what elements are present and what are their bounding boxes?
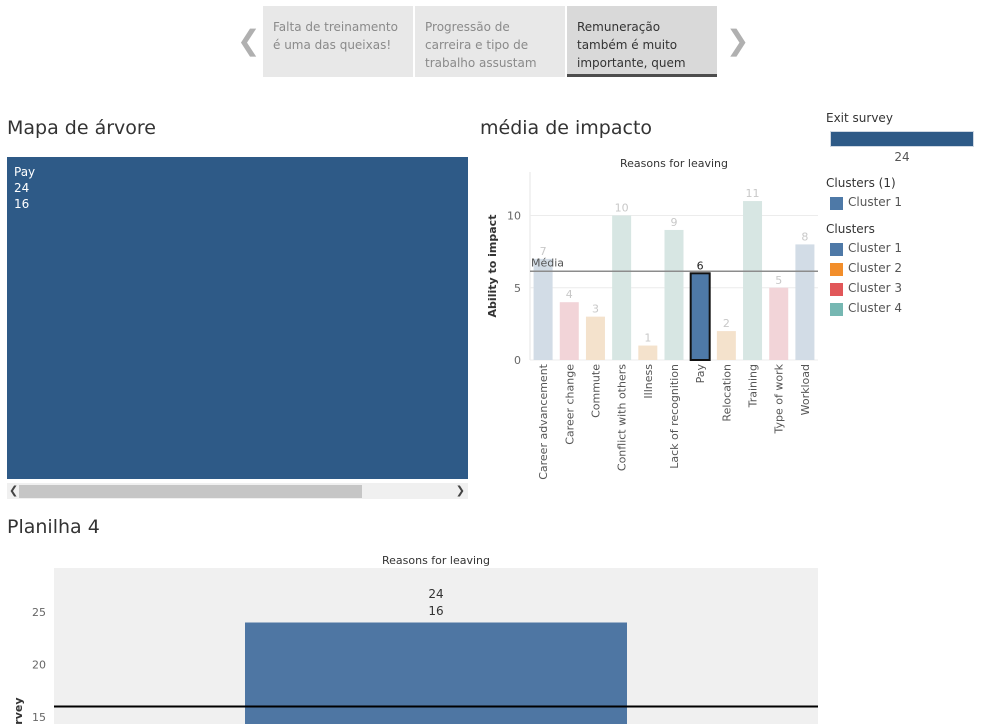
legend-swatch (830, 303, 843, 316)
legend-exit-survey-value: 24 (894, 150, 910, 164)
legend-clusters-title: Clusters (826, 222, 875, 236)
impact-bar-value-label: 7 (540, 245, 547, 258)
impact-x-tick-label: Pay (694, 364, 707, 384)
sheet4-y-tick-label: 20 (32, 659, 46, 672)
treemap-sheet-title: Mapa de árvore (7, 117, 156, 139)
legend-clusters1-title: Clusters (1) (826, 176, 896, 190)
legend-swatch (830, 197, 843, 210)
impact-x-tick-label: Lack of recognition (668, 364, 681, 469)
story-point-1[interactable]: Falta de treinamento é uma das queixas! (263, 6, 413, 77)
impact-bar-value-label: 4 (566, 288, 573, 301)
legend-exit-survey-title: Exit survey (826, 111, 893, 125)
legend-swatch (830, 283, 843, 296)
scroll-thumb[interactable] (19, 485, 362, 498)
impact-x-tick-label: Relocation (720, 364, 733, 422)
impact-bar-value-label: 10 (615, 202, 629, 215)
impact-bar[interactable] (689, 272, 711, 361)
treemap-label-category: Pay (14, 165, 36, 179)
sheet4-chart-title: Reasons for leaving (382, 554, 490, 567)
scroll-right-arrow[interactable]: ❯ (455, 484, 465, 497)
impact-x-tick-label: Career advancement (537, 363, 550, 479)
impact-bar-value-label: 6 (697, 259, 704, 272)
treemap-pay-tile[interactable]: Pay 24 16 (7, 157, 468, 479)
impact-x-tick-label: Commute (589, 364, 602, 418)
impact-x-tick-label: Workload (799, 364, 812, 415)
impact-y-tick-label: 10 (507, 210, 521, 223)
impact-x-tick-label: Conflict with others (616, 364, 629, 471)
story-prev-arrow[interactable]: ❮ (237, 24, 261, 57)
sheet4-y-tick-label: 25 (32, 606, 46, 619)
treemap-scrollbar[interactable]: ❮ ❯ (7, 483, 468, 499)
impact-sheet-title: média de impacto (480, 117, 653, 139)
legend-item-label: Cluster 2 (848, 261, 903, 275)
impact-bar-value-label: 8 (801, 230, 808, 243)
impact-y-axis-label: Ability to impact (486, 215, 499, 318)
impact-bar-value-label: 5 (775, 274, 782, 287)
legend-swatch (830, 263, 843, 276)
impact-y-tick-label: 0 (514, 354, 521, 367)
impact-bar[interactable] (664, 229, 684, 360)
impact-reference-label: Média (531, 256, 564, 269)
legend-item-label: Cluster 1 (848, 195, 903, 209)
impact-bar[interactable] (612, 215, 632, 361)
sheet4-bar-value-label: 16 (428, 604, 443, 618)
sheet4-y-axis-label: urvey (12, 697, 25, 724)
impact-bar[interactable] (716, 331, 736, 360)
impact-x-tick-label: Illness (642, 364, 655, 399)
legend-swatch (830, 243, 843, 256)
impact-bar[interactable] (638, 345, 658, 360)
impact-bar[interactable] (769, 287, 789, 360)
impact-bar-chart: Reasons for leaving Ability to impact 0 5… (486, 157, 818, 480)
legend-item-label: Cluster 1 (848, 241, 903, 255)
story-point-2-text: Progressão de carreira e tipo de trabalh… (425, 20, 537, 77)
impact-y-tick-label: 5 (514, 282, 521, 295)
impact-bar-value-label: 11 (746, 187, 760, 200)
legend-exit-survey-bar (830, 131, 974, 147)
sheet4-bar[interactable] (245, 622, 627, 724)
scroll-left-arrow[interactable]: ❮ (9, 484, 19, 497)
legend-item-label: Cluster 4 (848, 301, 903, 315)
story-point-2[interactable]: Progressão de carreira e tipo de trabalh… (415, 6, 565, 77)
impact-bar[interactable] (795, 244, 815, 360)
impact-bar-value-label: 2 (723, 317, 730, 330)
impact-x-tick-label: Career change (563, 364, 576, 445)
legend-item-label: Cluster 3 (848, 281, 903, 295)
story-point-3-text: Remuneração também é muito importante, q… (577, 20, 686, 77)
impact-bar[interactable] (743, 201, 763, 360)
impact-x-tick-label: Type of work (773, 363, 786, 434)
impact-chart-title: Reasons for leaving (620, 157, 728, 170)
story-next-arrow[interactable]: ❯ (726, 24, 750, 57)
sheet4-bar-chart: Reasons for leaving urvey 15 20 25 24 16 (12, 554, 818, 724)
story-point-1-text: Falta de treinamento é uma das queixas! (273, 20, 398, 52)
impact-bar-value-label: 1 (644, 332, 651, 345)
sheet4-bar-value-label: 24 (428, 587, 443, 601)
treemap-label-secondary: 16 (14, 197, 30, 211)
impact-bar-value-label: 3 (592, 303, 599, 316)
impact-bar-value-label: 9 (671, 216, 678, 229)
impact-bar[interactable] (585, 316, 605, 360)
sheet4-title: Planilha 4 (7, 516, 100, 538)
treemap-label-value: 24 (14, 181, 30, 195)
story-point-3[interactable]: Remuneração também é muito importante, q… (567, 6, 717, 77)
impact-bar[interactable] (533, 258, 553, 360)
impact-bar[interactable] (559, 302, 579, 360)
impact-x-tick-label: Training (747, 364, 760, 408)
sheet4-y-tick-label: 15 (32, 711, 46, 724)
